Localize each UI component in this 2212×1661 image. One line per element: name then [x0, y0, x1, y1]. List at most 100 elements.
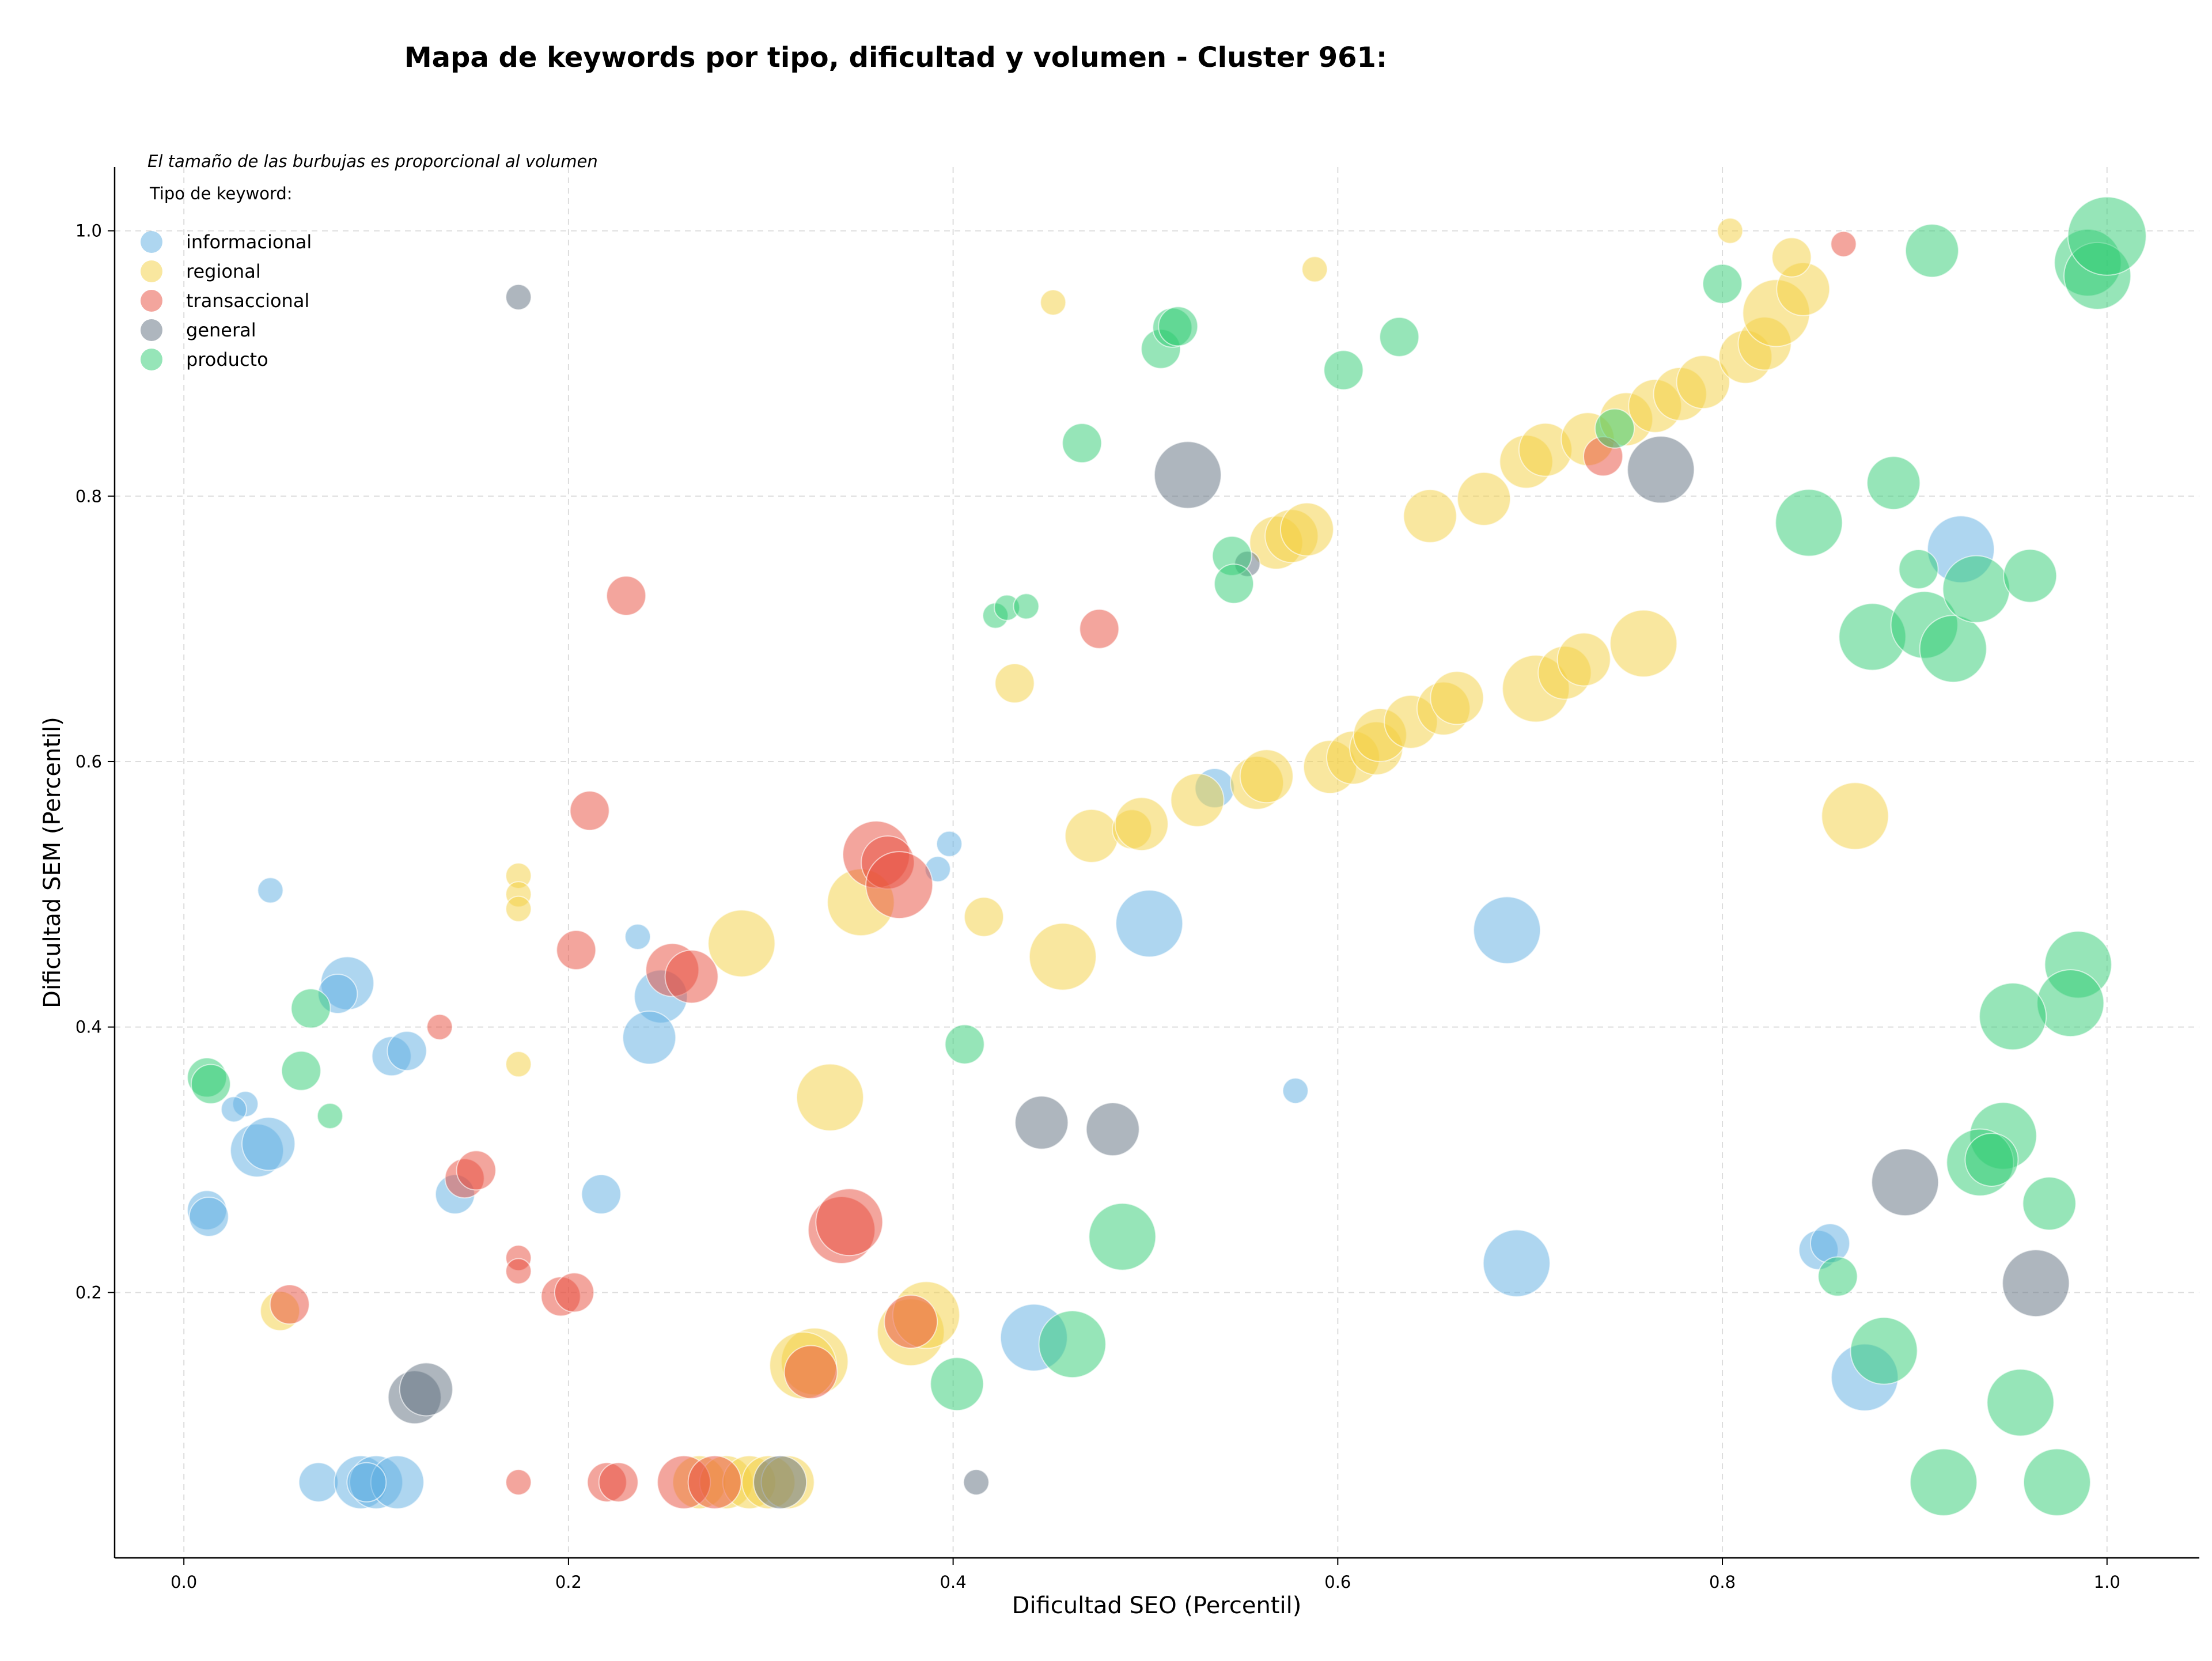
bubble-transaccional [783, 1345, 838, 1399]
legend-title: Tipo de keyword: [149, 184, 293, 203]
bubble-informacional [387, 1031, 427, 1072]
bubble-producto [1038, 1310, 1107, 1379]
bubble-informacional [1482, 1229, 1551, 1297]
bubble-informacional [581, 1174, 622, 1214]
bubble-regional [1170, 773, 1225, 827]
bubble-producto [930, 1357, 984, 1412]
bubble-general [505, 283, 532, 311]
bubble-regional [505, 1051, 532, 1078]
chart-title: Mapa de keywords por tipo, dificultad y … [404, 41, 1387, 74]
legend-label-producto: producto [186, 349, 268, 370]
bubble-transaccional [269, 1284, 310, 1325]
legend: El tamaño de las burbujas es proporciona… [141, 152, 598, 370]
bubble-producto [1214, 563, 1255, 604]
y-tick-label: 0.8 [75, 486, 102, 506]
bubble-regional [1430, 671, 1484, 725]
bubble-transaccional [1830, 230, 1857, 258]
bubble-producto [1323, 350, 1364, 391]
bubble-general [753, 1455, 808, 1509]
bubble-producto [1088, 1202, 1157, 1271]
bubble-regional [1040, 289, 1067, 316]
bubble-regional [1676, 355, 1730, 410]
bubble-informacional [1473, 896, 1541, 964]
bubble-size-note: El tamaño de las burbujas es proporciona… [147, 152, 598, 171]
axes [113, 167, 2199, 1559]
bubble-producto [1866, 456, 1921, 510]
y-tick-label: 0.4 [75, 1017, 102, 1037]
bubble-producto [1979, 982, 2047, 1051]
bubble-general [1085, 1102, 1140, 1156]
series-producto [187, 196, 2147, 1516]
bubble-regional [1457, 471, 1512, 526]
x-tick-label: 0.6 [1324, 1572, 1351, 1592]
bubble-producto [2022, 1176, 2077, 1231]
x-tick-label: 1.0 [2094, 1572, 2120, 1592]
bubble-regional [1301, 256, 1328, 283]
bubble-general [2002, 1249, 2070, 1318]
bubble-producto [290, 988, 331, 1029]
bubble-producto [1594, 408, 1635, 449]
bubble-transaccional [687, 1455, 742, 1509]
bubble-producto [1942, 555, 2010, 623]
x-tick-label: 0.2 [555, 1572, 582, 1592]
bubble-regional [1028, 922, 1097, 991]
x-axis-label: Dificultad SEO (Percentil) [1012, 1592, 1302, 1619]
bubble-producto [1898, 548, 1939, 589]
bubble-general [399, 1362, 453, 1417]
x-tick-label: 0.0 [171, 1572, 197, 1592]
bubble-general [1627, 436, 1695, 504]
bubble-regional [1717, 217, 1744, 244]
bubble-transaccional [569, 790, 610, 831]
bubble-producto [1775, 489, 1843, 557]
bubble-general [1014, 1095, 1069, 1150]
bubble-informacional [257, 877, 284, 904]
bubble-informacional [188, 1197, 229, 1238]
bubble-transaccional [815, 1188, 884, 1257]
bubble-transaccional [606, 576, 647, 616]
bubble-transaccional [884, 1294, 938, 1349]
bubble-producto [944, 1024, 985, 1065]
y-axis-label: Dificultad SEM (Percentil) [39, 717, 66, 1008]
bubble-producto [316, 1102, 343, 1129]
gridlines [115, 167, 2199, 1558]
legend-marker-producto [141, 349, 162, 370]
y-tick-label: 0.6 [75, 752, 102, 771]
bubble-regional [1556, 632, 1611, 687]
bubble-general [1871, 1148, 1940, 1217]
bubble-transaccional [865, 851, 934, 920]
x-tick-labels: 0.0 0.2 0.4 0.6 0.8 1.0 [171, 1558, 2120, 1592]
bubble-regional [1064, 808, 1119, 863]
x-tick-label: 0.8 [1709, 1572, 1736, 1592]
bubble-regional [1239, 749, 1294, 804]
bubble-informacional [1282, 1077, 1309, 1104]
bubble-informacional [1115, 889, 1184, 958]
legend-label-informacional: informacional [186, 231, 312, 253]
y-tick-label: 0.2 [75, 1282, 102, 1302]
bubble-transaccional [598, 1462, 639, 1503]
bubble-regional [796, 1063, 864, 1132]
bubble-producto [1964, 1132, 2019, 1187]
bubble-layer [187, 196, 2147, 1516]
bubble-regional [994, 663, 1035, 704]
bubble-producto [1986, 1368, 2055, 1437]
bubble-transaccional [426, 1013, 453, 1041]
bubble-producto [281, 1050, 321, 1091]
bubble-regional [1609, 609, 1678, 678]
legend-marker-regional [141, 260, 162, 282]
bubble-producto [2003, 548, 2058, 603]
legend-label-general: general [186, 319, 256, 341]
bubble-regional [1279, 502, 1334, 557]
bubble-regional [1771, 237, 1812, 278]
bubble-informacional [622, 1011, 677, 1065]
bubble-regional [1403, 489, 1457, 543]
legend-label-regional: regional [186, 260, 261, 282]
bubble-transaccional [554, 1272, 594, 1313]
bubble-informacional [935, 830, 963, 857]
bubble-transaccional [556, 930, 597, 971]
x-tick-label: 0.4 [940, 1572, 967, 1592]
bubble-informacional [1809, 1223, 1850, 1264]
series-transaccional [269, 230, 1857, 1509]
bubble-informacional [346, 1462, 387, 1503]
bubble-producto [2022, 1448, 2091, 1516]
bubble-informacional [298, 1462, 339, 1503]
